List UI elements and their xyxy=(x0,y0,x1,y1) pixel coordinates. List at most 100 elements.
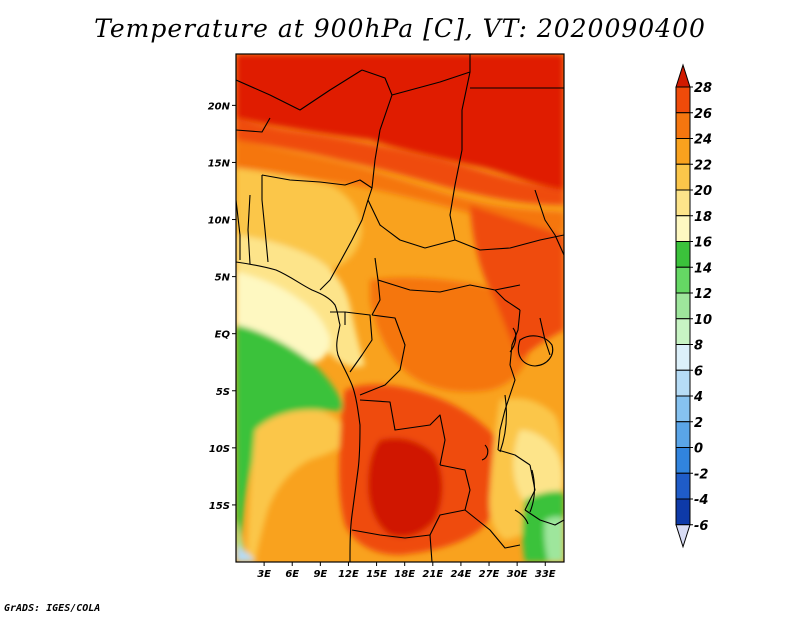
grads-credit: GrADS: IGES/COLA xyxy=(4,603,101,614)
lat-tick-label-10S: 10S xyxy=(209,444,230,455)
temperature-field xyxy=(236,54,564,562)
lat-tick-label-15S: 15S xyxy=(209,501,230,512)
lon-tick-label-33E: 33E xyxy=(535,569,556,580)
colorbar-box--4 xyxy=(675,472,691,500)
colorbar-box-24 xyxy=(675,112,691,139)
colorbar-box--6 xyxy=(675,498,691,526)
colorbar-box-14 xyxy=(675,241,691,268)
colorbar-label-2: 2 xyxy=(694,416,703,431)
border-benin xyxy=(261,175,269,263)
colorbar-label-12: 12 xyxy=(694,287,712,302)
lon-tick-label-24E: 24E xyxy=(451,569,472,580)
border-angola-zambia xyxy=(429,464,471,536)
border-car-drc xyxy=(377,279,521,293)
border-uganda-kenya xyxy=(539,317,551,356)
colorbar-label-22: 22 xyxy=(694,158,712,173)
colorbar-box-12 xyxy=(675,266,691,294)
longitude-axis: 3E 6E 9E 12E 15E 18E 21E 24E 27E 30E 33E xyxy=(257,562,556,580)
border-namibia-botswana xyxy=(429,534,433,562)
colorbar-box-6 xyxy=(675,344,691,371)
lat-tick-label-15N: 15N xyxy=(208,158,231,169)
colorbar-label-0: 0 xyxy=(694,442,703,457)
colorbar-box-10 xyxy=(675,292,691,320)
border-ethiopia xyxy=(554,234,564,256)
lon-tick-label-27E: 27E xyxy=(479,569,500,580)
lake-albert xyxy=(509,327,517,353)
lake-mweru xyxy=(481,444,489,461)
lake-tanganyika xyxy=(499,394,507,453)
border-southsudan-drc xyxy=(494,289,521,311)
colorbar-label-20: 20 xyxy=(694,184,712,199)
colorbar-label-6: 6 xyxy=(694,364,703,379)
zone-8-10-corner xyxy=(236,545,256,562)
border-sudan-southsudan xyxy=(454,234,564,251)
latitude-axis: 20N 15N 10N 5N EQ 5S 10S 15S xyxy=(208,101,236,512)
zone-14-16-ocean xyxy=(236,325,345,562)
lon-tick-label-15E: 15E xyxy=(366,569,387,580)
border-niger-nigeria xyxy=(261,174,373,189)
border-algeria-niger xyxy=(236,69,363,111)
colorbar-label-4: 4 xyxy=(693,390,703,405)
border-mali-niger xyxy=(236,117,271,133)
border-gabon-congo xyxy=(344,311,373,373)
colorbar-label-10: 10 xyxy=(694,313,712,328)
border-sudan-ethiopia xyxy=(534,189,556,236)
border-chad-niger xyxy=(367,159,376,201)
lon-tick-label-21E: 21E xyxy=(422,569,443,580)
border-chad-car xyxy=(367,199,456,249)
border-libya-chad xyxy=(391,54,471,96)
colorbar-label--4: -4 xyxy=(694,493,708,508)
border-libya-sudan xyxy=(461,71,471,150)
colorbar-box-26 xyxy=(675,86,691,114)
lat-tick-label-5N: 5N xyxy=(215,273,231,284)
colorbar-box-2 xyxy=(675,395,691,423)
country-borders xyxy=(236,54,564,562)
border-angola-namibia xyxy=(351,529,431,539)
lat-tick-label-5S: 5S xyxy=(216,387,230,398)
zone-12-14-southeast xyxy=(544,516,564,562)
colorbar-box-4 xyxy=(675,369,691,397)
colorbar-box-0 xyxy=(675,421,691,448)
lon-tick-label-18E: 18E xyxy=(394,569,415,580)
border-congo-drc xyxy=(359,314,406,396)
lon-tick-label-3E: 3E xyxy=(257,569,271,580)
border-togo xyxy=(247,194,251,265)
lat-tick-label-10N: 10N xyxy=(208,216,231,227)
lake-kariba xyxy=(514,509,529,525)
border-nigeria-cameroon xyxy=(319,199,369,291)
lon-tick-label-9E: 9E xyxy=(313,569,327,580)
border-tanzania-zambia xyxy=(497,449,531,466)
colorbar-label-26: 26 xyxy=(694,107,712,122)
coastline-west-africa xyxy=(236,261,361,562)
colorbar-box-8 xyxy=(675,318,691,345)
zone-24-26-north xyxy=(236,118,564,205)
colorbar-box-20 xyxy=(675,163,691,191)
zone-18-20-angola-coast xyxy=(246,409,348,562)
zone-26-28-angola-interior xyxy=(368,438,443,537)
zone-22-24-interior xyxy=(370,277,530,392)
lat-tick-label-EQ: EQ xyxy=(215,330,231,341)
colorbar-box--2 xyxy=(675,447,691,474)
colorbar-label-24: 24 xyxy=(694,133,712,148)
lon-tick-label-12E: 12E xyxy=(338,569,359,580)
zone-18-20-east xyxy=(513,430,563,506)
border-chad-sudan xyxy=(449,149,463,241)
colorbar-label-18: 18 xyxy=(694,210,712,225)
colorbar-box-16 xyxy=(675,215,691,242)
colorbar-label-8: 8 xyxy=(694,339,703,354)
colorbar-label--6: -6 xyxy=(694,519,708,534)
colorbar-bottom-arrow xyxy=(675,524,691,549)
lon-tick-label-6E: 6E xyxy=(285,569,299,580)
border-drc-uganda xyxy=(509,309,521,366)
lat-tick-label-20N: 20N xyxy=(208,101,231,112)
border-cameroon-car xyxy=(371,257,381,316)
colorbar-label--2: -2 xyxy=(694,467,708,482)
border-drc-angola xyxy=(359,399,446,466)
border-mozambique xyxy=(524,509,564,526)
lake-malawi xyxy=(529,469,535,513)
border-tanzania-drc xyxy=(497,394,511,451)
colorbar-label-16: 16 xyxy=(694,236,712,251)
lon-tick-label-30E: 30E xyxy=(507,569,528,580)
